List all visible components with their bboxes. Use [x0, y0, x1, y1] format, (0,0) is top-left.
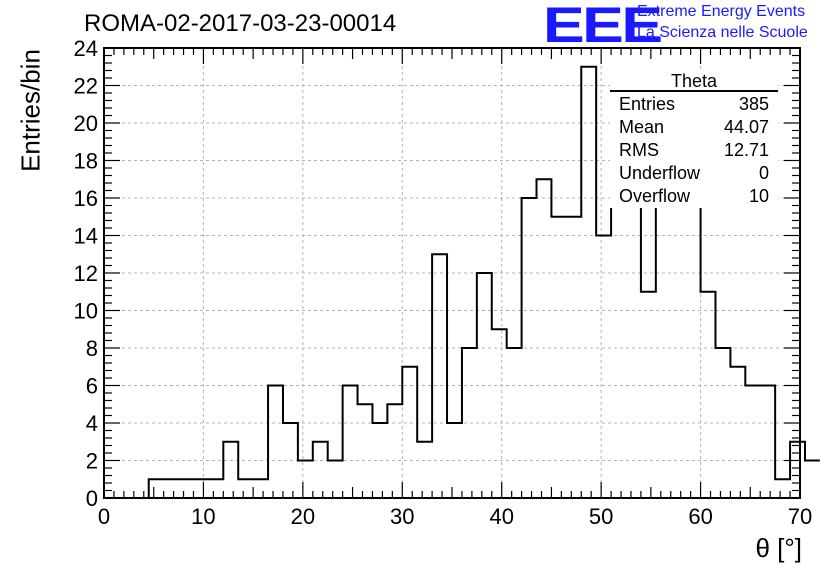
stats-label: RMS: [619, 140, 659, 160]
stats-separator: [610, 90, 778, 92]
x-tick-label: 20: [291, 504, 315, 529]
y-tick-label: 2: [86, 449, 98, 474]
stats-value: 0: [758, 163, 769, 183]
stats-label: Overflow: [619, 186, 691, 206]
x-tick-label: 0: [98, 504, 110, 529]
y-tick-label: 12: [74, 261, 98, 286]
stats-row-entries: Entries 385: [610, 93, 778, 116]
x-tick-label: 40: [489, 504, 513, 529]
y-tick-label: 4: [86, 411, 98, 436]
histogram-step-line: [104, 65, 820, 499]
y-tick-label: 24: [74, 36, 98, 61]
logo-mark: EEE: [543, 0, 663, 53]
x-tick-label: 10: [191, 504, 215, 529]
x-tick-label: 30: [390, 504, 414, 529]
axis-ticks: [103, 47, 801, 499]
x-axis-label: θ [°]: [755, 533, 802, 563]
y-tick-label: 0: [86, 486, 98, 511]
y-tick-label: 22: [74, 74, 98, 99]
logo-line-1: Extreme Energy Events: [637, 3, 806, 20]
stats-row-rms: RMS 12.71: [610, 139, 778, 162]
stats-label: Entries: [619, 94, 676, 114]
stats-value: 44.07: [723, 117, 769, 137]
stats-box: Theta Entries 385 Mean 44.07 RMS 12.71 U…: [610, 72, 778, 208]
x-tick-label: 70: [788, 504, 812, 529]
logo-line-2: La Scienza nelle Scuole: [637, 24, 808, 41]
y-tick-label: 14: [74, 224, 98, 249]
x-tick-label: 50: [589, 504, 613, 529]
y-tick-label: 8: [86, 336, 98, 361]
stats-label: Mean: [619, 117, 665, 137]
stats-row-underflow: Underflow 0: [610, 162, 778, 185]
stats-label: Underflow: [619, 163, 701, 183]
stats-title: Theta: [670, 71, 718, 91]
stats-row-mean: Mean 44.07: [610, 116, 778, 139]
chart-title: ROMA-02-2017-03-23-00014: [84, 10, 397, 37]
y-tick-label: 16: [74, 186, 98, 211]
y-tick-label: 10: [74, 299, 98, 324]
stats-value: 10: [748, 186, 769, 206]
y-axis-label: Entries/bin: [15, 49, 46, 172]
y-tick-label: 20: [74, 111, 98, 136]
stats-value: 385: [738, 94, 769, 114]
stats-value: 12.71: [723, 140, 769, 160]
y-tick-label: 6: [86, 374, 98, 399]
stats-row-overflow: Overflow 10: [610, 185, 778, 208]
y-tick-label: 18: [74, 149, 98, 174]
x-tick-label: 60: [688, 504, 712, 529]
